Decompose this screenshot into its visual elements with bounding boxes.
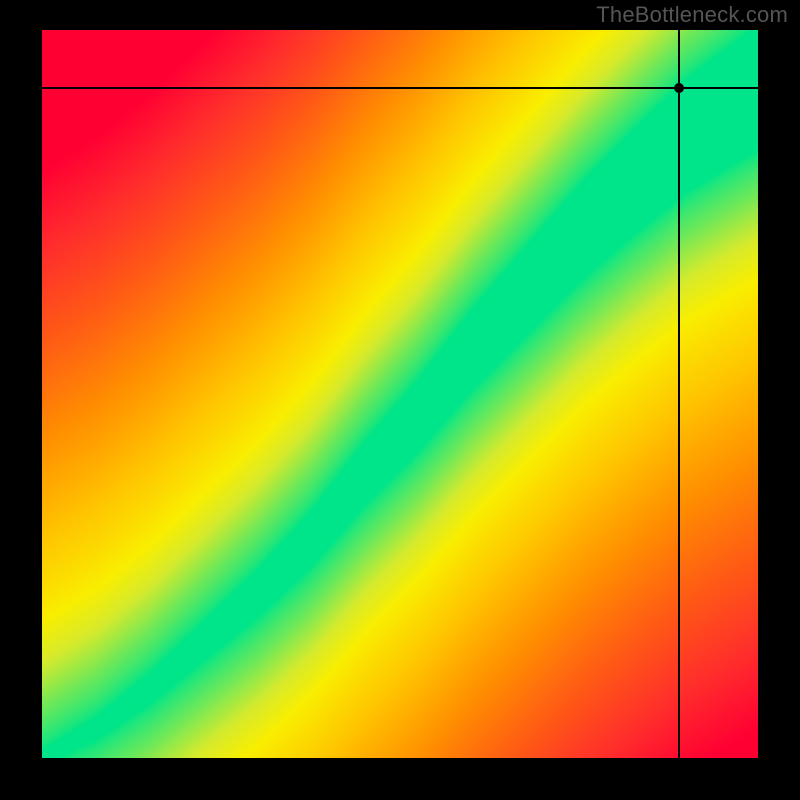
heatmap-canvas (42, 30, 758, 758)
crosshair-vertical-line (678, 30, 680, 758)
watermark-text: TheBottleneck.com (596, 2, 788, 28)
crosshair-horizontal-line (42, 87, 758, 89)
chart-container: TheBottleneck.com (0, 0, 800, 800)
